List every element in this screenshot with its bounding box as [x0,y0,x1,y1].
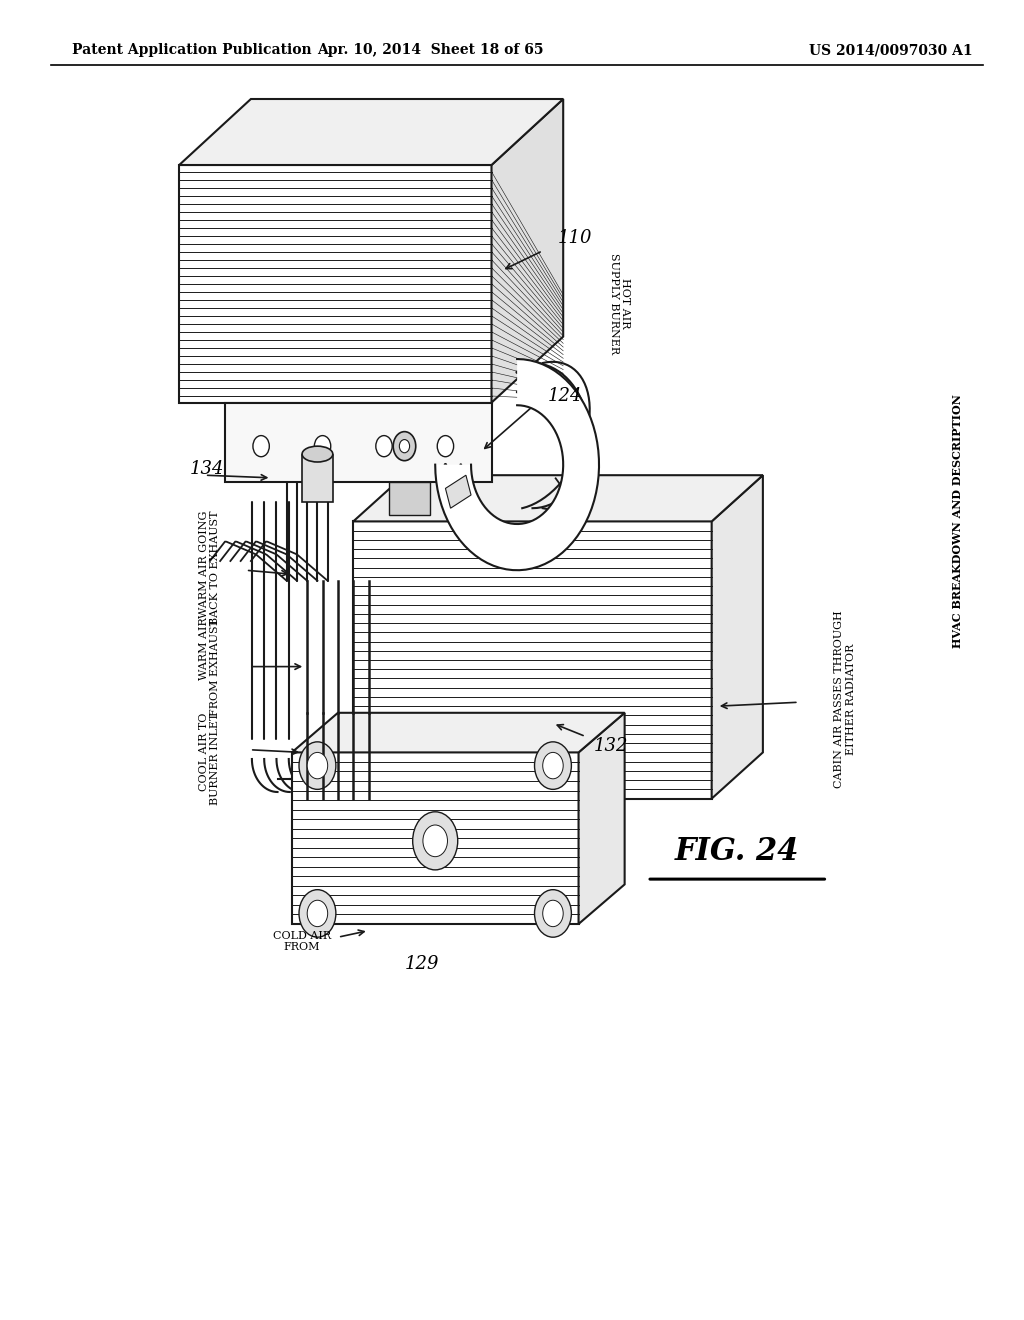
Text: HVAC BREAKDOWN AND DESCRIPTION: HVAC BREAKDOWN AND DESCRIPTION [952,395,963,648]
Circle shape [535,890,571,937]
Polygon shape [353,475,763,521]
Text: 132: 132 [594,737,629,755]
Circle shape [307,900,328,927]
Circle shape [543,900,563,927]
Polygon shape [292,752,579,924]
Circle shape [413,812,458,870]
Polygon shape [302,455,333,502]
Text: 110: 110 [558,228,593,247]
Circle shape [543,752,563,779]
Circle shape [253,436,269,457]
Circle shape [437,436,454,457]
Text: COOL AIR TO
BURNER INLET: COOL AIR TO BURNER INLET [199,713,220,805]
Circle shape [535,742,571,789]
Circle shape [307,752,328,779]
Polygon shape [292,713,625,752]
Text: Patent Application Publication: Patent Application Publication [72,44,311,57]
Polygon shape [445,475,471,508]
Text: US 2014/0097030 A1: US 2014/0097030 A1 [809,44,973,57]
Polygon shape [179,165,492,403]
Text: 129: 129 [404,954,439,973]
Text: CABIN AIR PASSES THROUGH
EITHER RADIATOR: CABIN AIR PASSES THROUGH EITHER RADIATOR [834,611,856,788]
Text: 134: 134 [189,459,224,478]
Text: HOT AIR
SUPPLY BURNER: HOT AIR SUPPLY BURNER [608,253,631,354]
Polygon shape [353,521,712,799]
Polygon shape [579,713,625,924]
Circle shape [299,890,336,937]
Polygon shape [492,99,563,403]
Circle shape [393,432,416,461]
Circle shape [314,436,331,457]
Text: WARM AIR GOING
BACK TO EXHAUST: WARM AIR GOING BACK TO EXHAUST [199,511,220,624]
Text: FIG. 24: FIG. 24 [675,836,800,867]
Circle shape [399,440,410,453]
Circle shape [299,742,336,789]
Polygon shape [179,99,563,165]
Polygon shape [712,475,763,799]
Polygon shape [225,403,492,482]
Circle shape [423,825,447,857]
Ellipse shape [302,446,333,462]
Text: COLD AIR
FROM: COLD AIR FROM [273,931,331,952]
Circle shape [376,436,392,457]
Polygon shape [435,359,599,570]
Text: 124: 124 [548,387,583,405]
Text: WARM AIR
FROM EXHAUST: WARM AIR FROM EXHAUST [199,618,220,715]
Text: Apr. 10, 2014  Sheet 18 of 65: Apr. 10, 2014 Sheet 18 of 65 [316,44,544,57]
Polygon shape [389,482,430,515]
